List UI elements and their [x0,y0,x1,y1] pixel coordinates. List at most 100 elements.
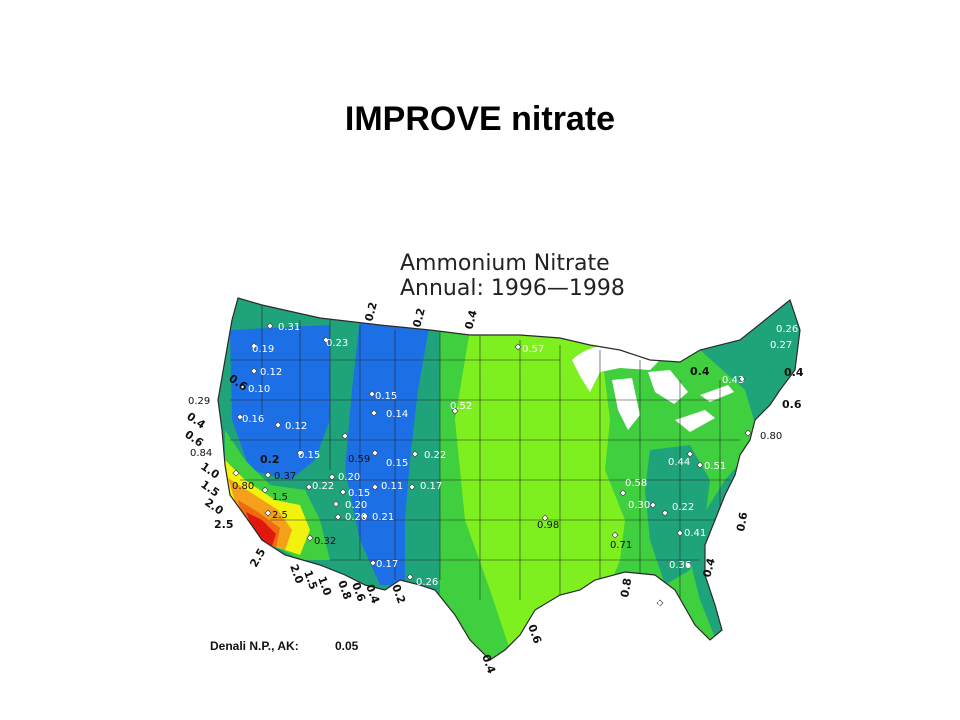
site-marker [656,599,664,607]
site-marker [686,450,694,458]
contour-label: 1.0 [198,460,222,482]
contour-label: 2.0 [202,496,226,518]
site-marker [341,432,349,440]
site-marker [514,343,522,351]
site-marker [684,561,692,569]
site-label: 0.15 [298,450,320,461]
site-marker [334,513,342,521]
site-marker [264,471,272,479]
contour-label: 0.6 [734,511,750,533]
site-marker [266,322,274,330]
site-label: 0.98 [537,520,559,531]
site-marker [611,531,619,539]
site-label: 0.71 [610,540,632,551]
site-markers [232,322,752,607]
site-marker [232,469,240,477]
site-label: 0.32 [314,536,336,547]
contour-label: 0.8 [335,579,354,602]
site-marker [250,342,258,350]
site-marker [239,383,247,391]
site-marker [696,461,704,469]
great-lakes [572,344,734,432]
site-label: 0.30 [628,500,650,511]
contour-label: 0.84 [190,448,212,459]
site-label: 0.58 [625,478,647,489]
contour-label: 0.2 [389,583,408,606]
site-label: 0.80 [760,431,782,442]
contour-label: 0.2 [362,301,380,323]
zone-blue-west [230,325,330,480]
site-marker [451,407,459,415]
site-marker [274,421,282,429]
site-marker [250,367,258,375]
site-label: 0.12 [260,367,282,378]
footnote-site: Denali N.P., AK: [210,639,299,653]
contour-label: 0.4 [690,365,710,378]
site-label: 0.22 [672,502,694,513]
site-label: 0.15 [348,488,370,499]
site-label: 0.23 [326,338,348,349]
contour-label: 1.5 [301,569,320,592]
site-marker [411,450,419,458]
contour-label: 0.4 [479,653,498,676]
contour-label: 0.6 [349,581,368,604]
site-marker [406,573,414,581]
contour-label: 1.0 [315,575,334,598]
footnote-value: 0.05 [335,639,359,653]
site-label: 0.16 [242,414,264,425]
site-label: 0.11 [381,481,403,492]
site-label: 1.5 [272,492,288,503]
zone-lime [455,330,625,660]
site-marker [296,449,304,457]
site-marker [649,501,657,509]
site-label: 0.41 [684,528,706,539]
site-marker [368,390,376,398]
site-marker [236,413,244,421]
site-label: 0.15 [375,391,397,402]
site-label: 0.43 [722,375,744,386]
site-marker [305,483,313,491]
contour-label: 0.6 [182,428,206,450]
contour-label: 0.2 [410,307,428,329]
site-marker [370,409,378,417]
contour-label: 0.2 [260,453,280,466]
site-marker [744,429,752,437]
site-label: 0.31 [278,322,300,333]
site-label: 0.80 [232,481,254,492]
site-marker [361,512,369,520]
site-label: 0.17 [420,481,442,492]
zone-red [246,512,276,546]
contour-label: 0.4 [462,308,480,331]
site-marker [261,486,269,494]
site-marker [676,529,684,537]
site-label: 0.52 [450,401,472,412]
contour-label: 0.6 [782,398,802,411]
site-label: 0.22 [424,450,446,461]
site-label: 0.36 [669,560,691,571]
site-label: 0.21 [372,512,394,523]
contour-label: 2.5 [247,546,268,569]
contour-label: 0.8 [618,577,634,598]
site-marker [322,336,330,344]
site-label: 0.51 [704,461,726,472]
site-marker [738,375,746,383]
site-label: 0.27 [770,340,792,351]
contour-label: 2.0 [287,563,306,586]
site-labels: 0.31 0.19 0.12 0.10 0.16 0.12 0.15 0.80 … [232,322,798,611]
site-marker [408,483,416,491]
site-label: 0.20 [345,500,367,511]
state-boundaries [230,300,740,600]
contour-label: 0.4 [184,410,208,432]
us-outline [217,297,801,661]
site-marker [264,509,272,517]
site-label: 0.20 [338,472,360,483]
site-label: 0.37 [274,471,296,482]
site-label: 0.22 [312,481,334,492]
site-label: 0.14 [386,409,408,420]
site-label: 0.42 [654,600,676,611]
contour-label: 0.4 [363,583,382,606]
site-label: 0.57 [522,344,544,355]
site-marker [541,514,549,522]
site-marker [369,559,377,567]
site-label: 0.26 [416,577,438,588]
